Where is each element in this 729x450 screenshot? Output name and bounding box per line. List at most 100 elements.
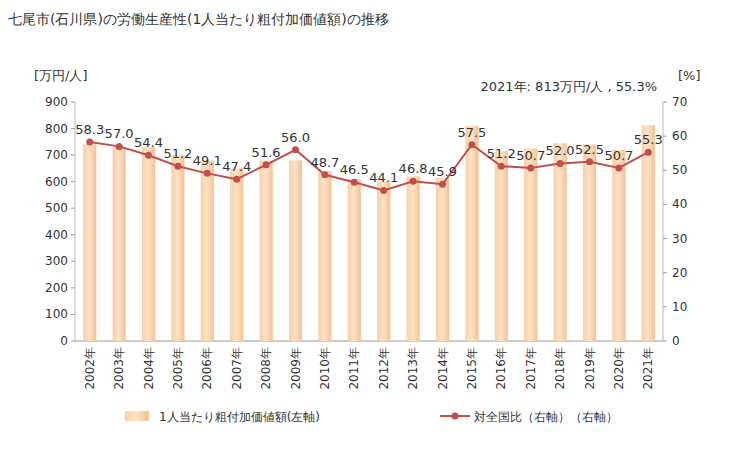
y-tick-label: 600 [45, 175, 68, 189]
marker [145, 152, 152, 159]
bar [436, 178, 449, 341]
y2-tick [663, 170, 667, 171]
data-label: 57.5 [457, 125, 486, 140]
bar [83, 144, 96, 341]
y2-tick-label: 60 [672, 129, 687, 143]
bar [230, 168, 243, 341]
marker [233, 176, 240, 183]
x-tick-label: 2012年 [377, 347, 391, 390]
y2-tick-label: 10 [672, 300, 687, 314]
chart: 七尾市(石川県)の労働生産性(1人当たり粗付加価値額)の推移2021年: 813… [0, 0, 729, 450]
data-label: 55.3 [634, 132, 663, 147]
data-label: 51.2 [163, 146, 192, 161]
bar [406, 176, 419, 341]
bar [201, 160, 214, 341]
data-label: 50.7 [604, 148, 633, 163]
data-label: 48.7 [310, 155, 339, 170]
y-tick [71, 102, 75, 103]
x-tick-label: 2013年 [406, 347, 420, 390]
x-tick-label: 2008年 [259, 347, 273, 390]
x-tick-label: 2004年 [142, 347, 156, 390]
data-label: 45.9 [428, 164, 457, 179]
data-label: 57.0 [105, 126, 134, 141]
legend-swatch [125, 411, 149, 421]
data-label: 51.2 [487, 146, 516, 161]
y-tick [71, 314, 75, 315]
bar [495, 151, 508, 341]
bar [112, 147, 125, 341]
data-label: 47.4 [222, 159, 251, 174]
bar [348, 179, 361, 341]
y-tick [71, 208, 75, 209]
y-axis-line [75, 102, 76, 341]
y-tick [71, 341, 75, 342]
marker [204, 170, 211, 177]
marker [321, 171, 328, 178]
marker [439, 181, 446, 188]
y-tick-label: 700 [45, 148, 68, 162]
data-label: 49.1 [193, 153, 222, 168]
x-tick-label: 2020年 [612, 347, 626, 390]
data-label: 56.0 [281, 130, 310, 145]
marker [645, 149, 652, 156]
y2-tick-label: 40 [672, 197, 687, 211]
x-tick-label: 2002年 [83, 347, 97, 390]
y2-tick [663, 272, 667, 273]
y-tick-label: 500 [45, 201, 68, 215]
bar [289, 160, 302, 341]
marker [86, 138, 93, 145]
marker [174, 163, 181, 170]
x-tick-label: 2018年 [553, 347, 567, 390]
data-label: 44.1 [369, 170, 398, 185]
y2-tick-label: 30 [672, 232, 687, 246]
x-tick-label: 2005年 [171, 347, 185, 390]
bar [259, 160, 272, 341]
data-label: 46.8 [399, 161, 428, 176]
marker [351, 179, 358, 186]
y-tick-label: 100 [45, 307, 68, 321]
marker [527, 164, 534, 171]
y-tick-label: 0 [60, 334, 68, 348]
marker [557, 160, 564, 167]
y-tick [71, 155, 75, 156]
y-tick-label: 800 [45, 122, 68, 136]
x-tick-label: 2016年 [494, 347, 508, 390]
y2-tick-label: 70 [672, 95, 687, 109]
legend-label: 対全国比（右軸）（右軸） [474, 410, 618, 424]
x-tick-label: 2007年 [230, 347, 244, 390]
x-tick-label: 2011年 [347, 347, 361, 390]
data-label: 50.7 [516, 148, 545, 163]
x-tick-label: 2009年 [289, 347, 303, 390]
x-tick-label: 2006年 [200, 347, 214, 390]
bar [465, 126, 478, 341]
line [90, 142, 649, 190]
data-label: 52.0 [546, 143, 575, 158]
y2-tick [663, 341, 667, 342]
bar [524, 148, 537, 341]
marker [498, 163, 505, 170]
bar [553, 143, 566, 341]
data-labels: 58.357.054.451.249.147.451.656.048.746.5… [75, 122, 663, 185]
y-tick-label: 300 [45, 254, 68, 268]
marker [116, 143, 123, 150]
bar [318, 171, 331, 341]
y2-tick-label: 50 [672, 163, 687, 177]
y2-tick [663, 306, 667, 307]
marker [468, 141, 475, 148]
y2-tick-label: 0 [672, 334, 680, 348]
y2-tick-label: 20 [672, 266, 687, 280]
bar [612, 150, 625, 341]
legend-label: 1人当たり粗付加価値額(左軸) [159, 410, 320, 424]
bar [171, 155, 184, 341]
x-tick-label: 2019年 [583, 347, 597, 390]
marker [292, 146, 299, 153]
y-tick [71, 287, 75, 288]
y2-tick [663, 136, 667, 137]
y-tick [71, 234, 75, 235]
data-label: 46.5 [340, 162, 369, 177]
y-tick [71, 261, 75, 262]
data-label: 54.4 [134, 135, 163, 150]
marker [263, 161, 270, 168]
plot-area [83, 125, 655, 341]
marker [410, 178, 417, 185]
